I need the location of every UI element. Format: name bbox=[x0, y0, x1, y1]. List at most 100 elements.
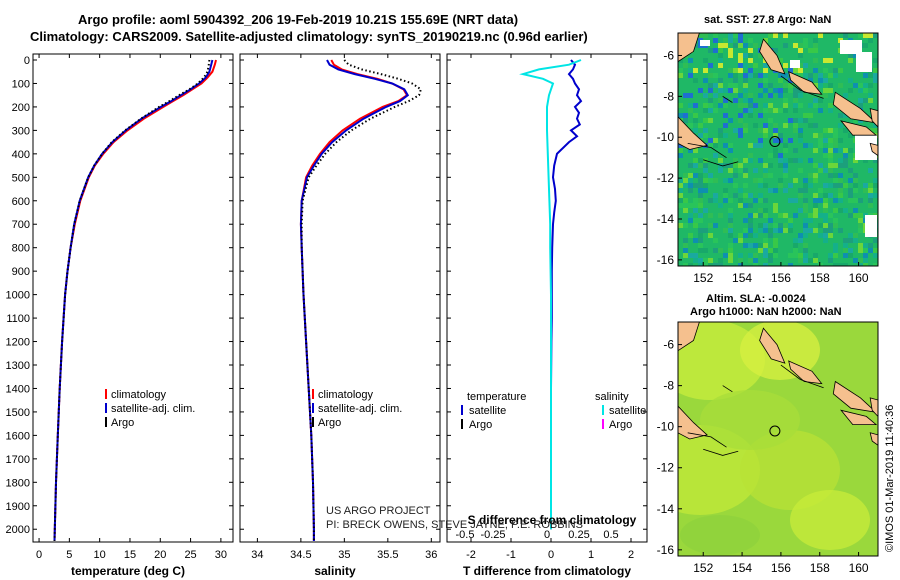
sst-pixel bbox=[708, 173, 713, 178]
sst-pixel bbox=[803, 118, 808, 123]
sst-pixel bbox=[703, 188, 708, 193]
sst-pixel bbox=[728, 143, 733, 148]
sst-pixel bbox=[738, 253, 743, 258]
sst-pixel bbox=[873, 73, 878, 78]
x-tick-label: 34 bbox=[251, 549, 263, 561]
sst-pixel bbox=[803, 218, 808, 223]
sst-pixel bbox=[738, 53, 743, 58]
sst-pixel bbox=[783, 43, 788, 48]
x-tick-label: 0 bbox=[548, 549, 554, 561]
sst-pixel bbox=[683, 178, 688, 183]
map-frame bbox=[677, 32, 879, 267]
sst-pixel bbox=[718, 168, 723, 173]
sst-pixel bbox=[798, 73, 803, 78]
y-tick-label: 1900 bbox=[6, 501, 30, 513]
sst-pixel bbox=[713, 263, 718, 266]
sst-pixel bbox=[763, 163, 768, 168]
sst-pixel bbox=[853, 258, 858, 263]
sst-pixel bbox=[698, 133, 703, 138]
y-tick-label: 1700 bbox=[6, 454, 30, 466]
sst-pixel bbox=[828, 223, 833, 228]
profile-charts: 0100200300400500600700800900100011001200… bbox=[6, 53, 648, 578]
sst-pixel bbox=[833, 223, 838, 228]
sst-pixel bbox=[703, 118, 708, 123]
legend-label: Argo bbox=[609, 419, 632, 431]
sst-pixel bbox=[778, 73, 783, 78]
sst-pixel bbox=[678, 203, 683, 208]
legend-label: satellite-adj. clim. bbox=[111, 403, 195, 415]
sst-pixel bbox=[713, 108, 718, 113]
sst-pixel bbox=[858, 228, 863, 233]
sst-pixel bbox=[823, 198, 828, 203]
map-x-tick-label: 154 bbox=[732, 271, 752, 285]
sst-pixel bbox=[703, 108, 708, 113]
sst-pixel bbox=[683, 238, 688, 243]
sst-pixel bbox=[773, 123, 778, 128]
sst-pixel bbox=[848, 253, 853, 258]
sst-pixel bbox=[818, 198, 823, 203]
sst-pixel bbox=[753, 233, 758, 238]
sst-pixel bbox=[833, 143, 838, 148]
sst-pixel bbox=[738, 68, 743, 73]
sst-pixel bbox=[858, 213, 863, 218]
sst-pixel bbox=[743, 193, 748, 198]
sst-pixel bbox=[718, 213, 723, 218]
sst-pixel bbox=[758, 213, 763, 218]
sst-pixel bbox=[793, 253, 798, 258]
sst-pixel bbox=[798, 48, 803, 53]
sst-pixel bbox=[688, 103, 693, 108]
x-axis-label: salinity bbox=[314, 564, 356, 578]
sst-pixel bbox=[788, 83, 793, 88]
sst-pixel bbox=[698, 173, 703, 178]
sst-pixel bbox=[873, 78, 878, 83]
sst-pixel bbox=[678, 148, 683, 153]
sst-pixel bbox=[753, 263, 758, 266]
sst-pixel bbox=[768, 248, 773, 253]
sst-pixel bbox=[693, 113, 698, 118]
sst-pixel bbox=[793, 248, 798, 253]
legend-title-salinity: salinity bbox=[595, 391, 629, 403]
sst-pixel bbox=[828, 228, 833, 233]
y-tick-label: 200 bbox=[12, 102, 30, 114]
sst-pixel bbox=[838, 198, 843, 203]
sst-pixel bbox=[828, 253, 833, 258]
sst-pixel bbox=[718, 133, 723, 138]
sst-pixel bbox=[733, 98, 738, 103]
sst-pixel bbox=[813, 148, 818, 153]
sst-pixel bbox=[838, 158, 843, 163]
sst-pixel bbox=[813, 48, 818, 53]
sst-pixel bbox=[688, 148, 693, 153]
sst-pixel bbox=[698, 123, 703, 128]
sst-pixel bbox=[718, 58, 723, 63]
x-tick-label: 5 bbox=[66, 549, 72, 561]
sst-pixel bbox=[693, 158, 698, 163]
sst-pixel bbox=[773, 33, 778, 38]
sst-pixel bbox=[828, 163, 833, 168]
sst-pixel bbox=[693, 223, 698, 228]
sst-pixel bbox=[868, 203, 873, 208]
sst-pixel bbox=[698, 238, 703, 243]
sst-pixel bbox=[743, 158, 748, 163]
sst-pixel bbox=[783, 88, 788, 93]
sst-pixel bbox=[818, 223, 823, 228]
sst-pixel bbox=[758, 143, 763, 148]
sst-pixel bbox=[723, 98, 728, 103]
sst-pixel bbox=[873, 128, 878, 133]
sst-pixel bbox=[823, 68, 828, 73]
sst-pixel bbox=[698, 248, 703, 253]
sst-pixel bbox=[838, 163, 843, 168]
sst-pixel bbox=[703, 258, 708, 263]
sst-pixel bbox=[748, 203, 753, 208]
cloud-gap bbox=[865, 215, 877, 237]
sst-pixel bbox=[753, 243, 758, 248]
sst-pixel bbox=[808, 218, 813, 223]
credit-pi: PI: BRECK OWENS, STEVE JAYNE, P.E. ROBBI… bbox=[326, 519, 583, 531]
sst-pixel bbox=[763, 198, 768, 203]
sst-pixel bbox=[873, 263, 878, 266]
sst-pixel bbox=[698, 233, 703, 238]
land-polygon bbox=[869, 108, 878, 128]
sst-pixel bbox=[688, 213, 693, 218]
sst-pixel bbox=[818, 233, 823, 238]
sst-pixel bbox=[803, 178, 808, 183]
sst-pixel bbox=[873, 253, 878, 258]
